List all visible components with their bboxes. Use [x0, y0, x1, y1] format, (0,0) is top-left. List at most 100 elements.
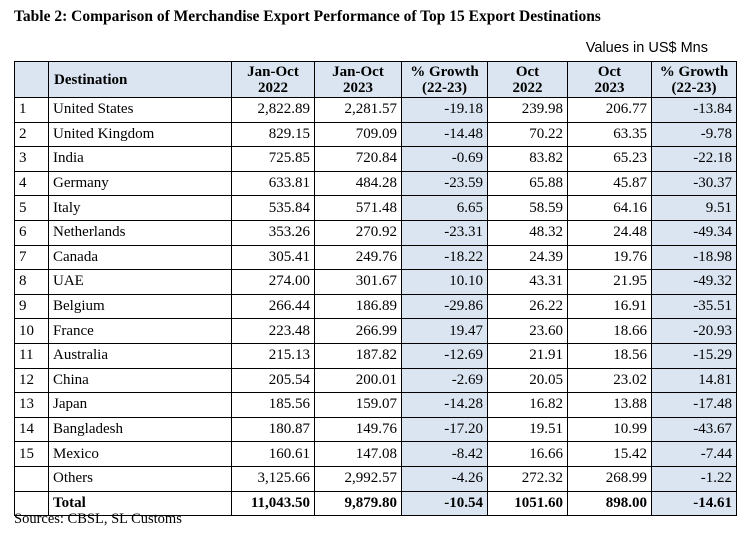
row-number: 6 — [14, 219, 49, 246]
oct-2022-value: 19.51 — [487, 416, 568, 443]
destination-name: Canada — [48, 244, 232, 271]
janoct-growth-value: -17.20 — [401, 416, 488, 443]
header-growth-oct: % Growth (22-23) — [651, 61, 737, 98]
janoct-2022-value: 633.81 — [231, 170, 315, 197]
table-row: 8 UAE 274.00 301.67 10.10 43.31 21.95 -49.32 — [14, 269, 737, 295]
oct-2022-value: 272.32 — [487, 465, 568, 492]
header-oct-2022: Oct 2022 — [487, 61, 568, 98]
table-row: 5 Italy 535.84 571.48 6.65 58.59 64.16 9.51 — [14, 195, 737, 221]
oct-2022-value: 65.88 — [487, 170, 568, 197]
table-body: 1 United States 2,822.89 2,281.57 -19.18 239.… — [14, 97, 737, 517]
oct-2023-value: 206.77 — [567, 97, 652, 123]
oct-2023-value: 64.16 — [567, 195, 652, 221]
row-number: 5 — [14, 195, 49, 221]
janoct-growth-value: -14.28 — [401, 392, 488, 418]
header-growth-janoct: % Growth (22-23) — [401, 61, 488, 98]
janoct-growth-value: 10.10 — [401, 269, 488, 295]
oct-2022-value: 83.82 — [487, 146, 568, 172]
janoct-2023-value: 249.76 — [314, 244, 402, 271]
row-number — [14, 465, 49, 492]
janoct-growth-value: 19.47 — [401, 318, 488, 344]
oct-2022-value: 20.05 — [487, 367, 568, 394]
janoct-2023-value: 149.76 — [314, 416, 402, 443]
destination-name: United States — [48, 97, 232, 123]
oct-growth-value: -43.67 — [651, 416, 737, 443]
oct-2023-value: 63.35 — [567, 121, 652, 148]
table-row: 2 United Kingdom 829.15 709.09 -14.48 70.22 63… — [14, 121, 737, 148]
row-number: 8 — [14, 269, 49, 295]
oct-2023-value: 898.00 — [567, 490, 652, 517]
oct-2022-value: 239.98 — [487, 97, 568, 123]
janoct-2023-value: 720.84 — [314, 146, 402, 172]
row-number: 12 — [14, 367, 49, 394]
janoct-growth-value: -0.69 — [401, 146, 488, 172]
janoct-2023-value: 159.07 — [314, 392, 402, 418]
export-table: Destination Jan-Oct 2022 Jan-Oct 2023 % Gr… — [14, 61, 737, 517]
oct-2023-value: 21.95 — [567, 269, 652, 295]
table-row: 3 India 725.85 720.84 -0.69 83.82 65.23 -22.18 — [14, 146, 737, 172]
oct-growth-value: 9.51 — [651, 195, 737, 221]
table-row: 11 Australia 215.13 187.82 -12.69 21.91 18.56-… — [14, 342, 737, 369]
row-number: 15 — [14, 441, 49, 467]
oct-2022-value: 43.31 — [487, 269, 568, 295]
oct-growth-value: -35.51 — [651, 293, 737, 320]
janoct-growth-value: -12.69 — [401, 342, 488, 369]
row-number: 9 — [14, 293, 49, 320]
oct-growth-value: -22.18 — [651, 146, 737, 172]
oct-2022-value: 1051.60 — [487, 490, 568, 517]
units-note: Values in US$ Mns — [585, 40, 708, 56]
table-row: 13 Japan 185.56 159.07 -14.28 16.82 13.88 -17.4… — [14, 392, 737, 418]
janoct-2023-value: 147.08 — [314, 441, 402, 467]
oct-2023-value: 45.87 — [567, 170, 652, 197]
header-row: Destination Jan-Oct 2022 Jan-Oct 2023 % Gr… — [14, 61, 737, 98]
row-number: 1 — [14, 97, 49, 123]
oct-growth-value: -17.48 — [651, 392, 737, 418]
janoct-2022-value: 205.54 — [231, 367, 315, 394]
destination-name: India — [48, 146, 232, 172]
janoct-2023-value: 9,879.80 — [314, 490, 402, 517]
janoct-2022-value: 160.61 — [231, 441, 315, 467]
destination-name: Belgium — [48, 293, 232, 320]
janoct-growth-value: -23.31 — [401, 219, 488, 246]
janoct-2023-value: 186.89 — [314, 293, 402, 320]
oct-2023-value: 15.42 — [567, 441, 652, 467]
janoct-2023-value: 270.92 — [314, 219, 402, 246]
row-number: 3 — [14, 146, 49, 172]
oct-2023-value: 18.66 — [567, 318, 652, 344]
row-number: 13 — [14, 392, 49, 418]
destination-name: Total — [48, 490, 232, 517]
janoct-2023-value: 187.82 — [314, 342, 402, 369]
header-oct-2023: Oct 2023 — [567, 61, 652, 98]
header-destination: Destination — [48, 61, 232, 98]
oct-growth-value: 14.81 — [651, 367, 737, 394]
janoct-2022-value: 180.87 — [231, 416, 315, 443]
oct-2022-value: 58.59 — [487, 195, 568, 221]
janoct-2023-value: 484.28 — [314, 170, 402, 197]
destination-name: Germany — [48, 170, 232, 197]
header-number — [14, 61, 49, 98]
oct-2022-value: 48.32 — [487, 219, 568, 246]
janoct-2022-value: 223.48 — [231, 318, 315, 344]
oct-growth-value: -9.78 — [651, 121, 737, 148]
oct-growth-value: -15.29 — [651, 342, 737, 369]
oct-growth-value: -30.37 — [651, 170, 737, 197]
row-number — [14, 490, 49, 517]
destination-name: United Kingdom — [48, 121, 232, 148]
janoct-growth-value: -18.22 — [401, 244, 488, 271]
oct-growth-value: -7.44 — [651, 441, 737, 467]
destination-name: France — [48, 318, 232, 344]
janoct-2023-value: 301.67 — [314, 269, 402, 295]
janoct-growth-value: -19.18 — [401, 97, 488, 123]
header-janoct-2022: Jan-Oct 2022 — [231, 61, 315, 98]
janoct-growth-value: -14.48 — [401, 121, 488, 148]
janoct-2023-value: 2,281.57 — [314, 97, 402, 123]
janoct-growth-value: -29.86 — [401, 293, 488, 320]
oct-growth-value: -49.32 — [651, 269, 737, 295]
row-number: 7 — [14, 244, 49, 271]
destination-name: Mexico — [48, 441, 232, 467]
janoct-2022-value: 215.13 — [231, 342, 315, 369]
destination-name: Italy — [48, 195, 232, 221]
oct-growth-value: -18.98 — [651, 244, 737, 271]
table-row: 14 Bangladesh 180.87 149.76 -17.20 19.51 10.99… — [14, 416, 737, 443]
janoct-2022-value: 535.84 — [231, 195, 315, 221]
